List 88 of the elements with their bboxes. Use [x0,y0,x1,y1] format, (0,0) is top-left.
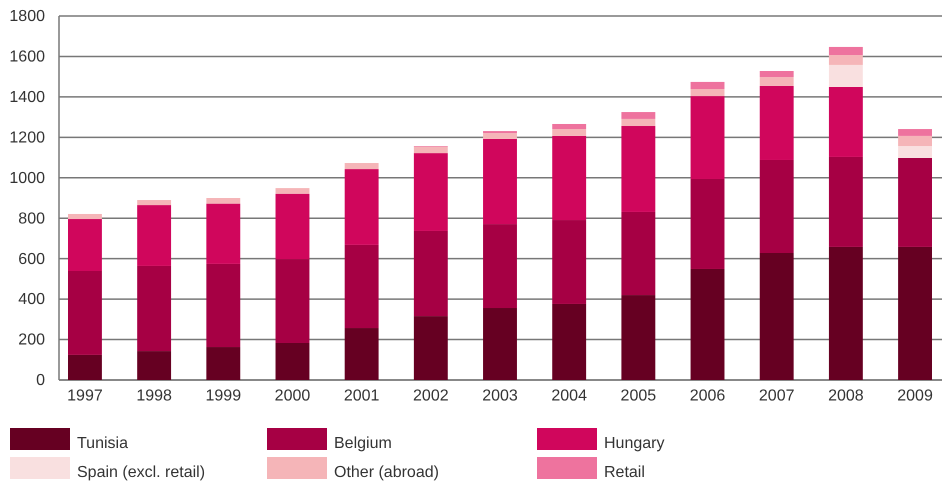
bar [276,259,310,343]
bar [621,295,656,380]
y-tick-label: 800 [18,210,46,228]
bar [760,253,794,380]
bar [760,77,794,86]
bar [690,268,724,380]
legend-label: Other (abroad) [334,464,439,481]
legend-label: Spain (excl. retail) [77,464,206,481]
bar [760,71,794,78]
bar [414,230,448,316]
bar [552,136,586,220]
bar [621,112,656,119]
bar [276,188,310,194]
y-tick-label: 600 [18,250,46,268]
legend-label: Hungary [604,435,664,452]
x-tick-label: 2006 [690,387,726,404]
bar [898,246,932,380]
y-tick-label: 1800 [9,8,46,26]
x-tick-label: 2004 [551,387,588,404]
bar [483,308,517,380]
bar [690,178,724,269]
bar [552,129,586,136]
bar [68,219,102,271]
x-tick-label: 2008 [828,387,864,404]
bar [828,46,863,56]
legend-label: Retail [604,464,645,481]
bar [414,153,448,231]
x-tick-label: 1998 [136,387,172,404]
y-tick-label: 1000 [9,170,46,187]
bar [68,354,102,380]
legend-label: Belgium [334,435,392,452]
bar [552,220,586,304]
y-tick-label: 0 [36,372,46,390]
bar [898,146,932,158]
x-tick-label: 2000 [274,387,310,404]
bar [552,124,586,130]
bar [483,138,517,224]
bar [621,126,656,212]
bar [690,96,724,179]
bar [414,316,448,380]
bar [760,160,794,254]
bar [414,146,448,154]
x-tick-label: 2005 [620,387,656,404]
bar [828,246,863,380]
bar [760,86,794,160]
legend-label: Tunisia [77,435,128,452]
bar [206,264,240,348]
x-tick-label: 2001 [344,387,380,404]
bar [690,89,724,96]
bar [483,133,517,139]
bar [828,64,863,87]
bar [828,156,863,247]
bar [137,205,172,266]
bar [206,347,240,380]
bar [137,266,172,352]
x-tick-label: 2002 [413,387,449,404]
bar [276,194,310,260]
y-tick-label: 200 [18,332,46,349]
bar [344,169,379,245]
bar [206,204,240,264]
bar [483,224,517,308]
bar [344,163,379,170]
y-tick-label: 400 [18,291,46,308]
bar [137,200,172,206]
bar [898,129,932,136]
x-tick-label: 2007 [758,387,795,404]
x-tick-label: 1999 [206,387,242,404]
y-tick-label: 1600 [9,48,46,66]
bar [68,214,102,220]
bar [621,118,656,126]
bar [552,304,586,380]
bar [828,55,863,65]
bar [690,82,724,89]
bar [898,158,932,247]
bar [137,351,172,380]
bar [68,271,102,355]
x-tick-label: 2009 [897,387,933,404]
bar [898,136,932,146]
x-tick-label: 1997 [67,387,103,404]
bar [344,328,379,380]
x-tick-label: 2003 [482,387,518,404]
y-tick-label: 1200 [9,129,46,146]
bar [206,198,240,204]
bar [828,86,863,157]
bar [621,212,656,296]
bar [344,244,379,328]
bar [276,342,310,380]
y-tick-label: 1400 [9,89,46,106]
